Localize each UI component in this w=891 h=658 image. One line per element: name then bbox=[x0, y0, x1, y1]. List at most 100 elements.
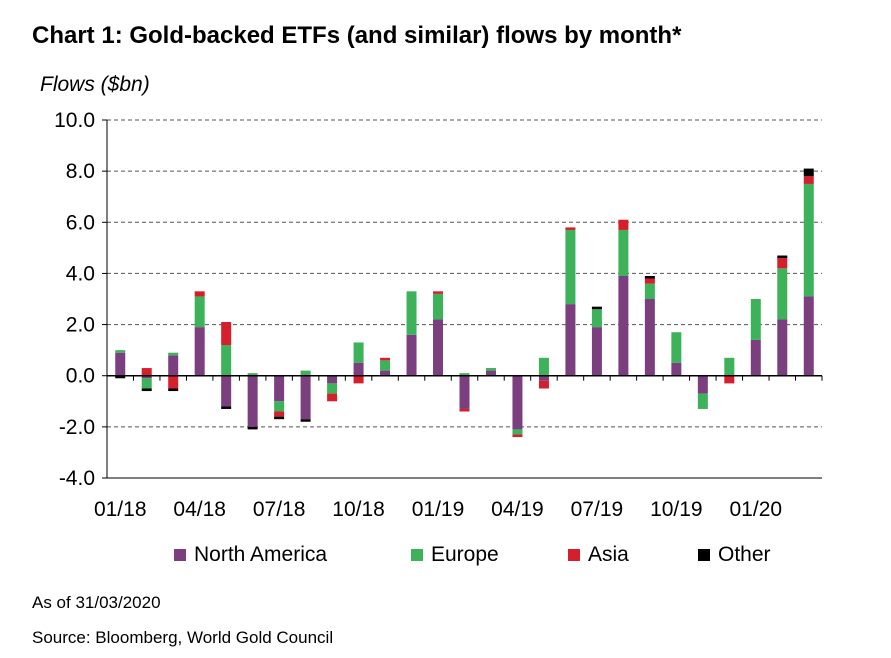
chart-title: Chart 1: Gold-backed ETFs (and similar) … bbox=[32, 22, 682, 49]
bar-europe bbox=[459, 373, 470, 376]
y-tick-label: 8.0 bbox=[66, 160, 95, 183]
bar-other bbox=[274, 416, 285, 420]
bar-north-america bbox=[618, 275, 629, 376]
bar-north-america bbox=[274, 375, 285, 402]
x-tick-label: 04/18 bbox=[173, 498, 226, 521]
legend-swatch-north-america bbox=[174, 549, 186, 561]
bar-asia bbox=[274, 411, 285, 417]
y-tick-label: -4.0 bbox=[59, 467, 95, 490]
bar-europe bbox=[485, 368, 496, 371]
bar-north-america bbox=[697, 375, 708, 394]
as-of-note: As of 31/03/2020 bbox=[32, 593, 161, 612]
bar-europe bbox=[274, 401, 285, 412]
bar-europe bbox=[724, 357, 735, 376]
bar-europe bbox=[512, 429, 523, 435]
bar-north-america bbox=[671, 362, 682, 376]
bar-north-america bbox=[777, 319, 788, 376]
chart-legend: North America Europe Asia Other bbox=[0, 543, 891, 571]
bar-north-america bbox=[485, 370, 496, 376]
bar-asia bbox=[221, 322, 232, 346]
bar-europe bbox=[803, 183, 814, 297]
y-tick-label: 2.0 bbox=[66, 314, 95, 337]
bar-europe bbox=[221, 345, 232, 376]
bar-other bbox=[777, 255, 788, 259]
x-tick-label: 01/19 bbox=[412, 498, 465, 521]
bar-europe bbox=[380, 360, 391, 371]
bar-other bbox=[803, 168, 814, 177]
bar-north-america bbox=[221, 375, 232, 407]
bar-north-america bbox=[591, 327, 602, 376]
bar-asia bbox=[380, 357, 391, 361]
bar-north-america bbox=[433, 319, 444, 376]
bar-north-america bbox=[750, 339, 761, 376]
bar-europe bbox=[750, 299, 761, 340]
bar-asia bbox=[618, 219, 629, 230]
bar-asia bbox=[538, 380, 549, 389]
bar-asia bbox=[194, 291, 205, 297]
legend-item-asia: Asia bbox=[568, 543, 629, 567]
x-tick-label: 01/20 bbox=[730, 498, 783, 521]
bar-asia bbox=[512, 434, 523, 438]
y-tick-label: -2.0 bbox=[59, 416, 95, 439]
bar-asia bbox=[724, 375, 735, 384]
bar-other bbox=[168, 388, 179, 392]
bar-other bbox=[115, 375, 126, 379]
bar-europe bbox=[538, 357, 549, 376]
bar-asia bbox=[644, 278, 655, 284]
bar-north-america bbox=[194, 327, 205, 376]
legend-label-other: Other bbox=[718, 543, 771, 566]
legend-swatch-asia bbox=[568, 549, 580, 561]
bar-asia bbox=[803, 176, 814, 184]
x-tick-label: 10/19 bbox=[650, 498, 703, 521]
bar-north-america bbox=[115, 352, 126, 376]
bar-north-america bbox=[538, 375, 549, 381]
bar-europe bbox=[300, 370, 311, 376]
bar-north-america bbox=[247, 375, 258, 427]
x-tick-label: 10/18 bbox=[332, 498, 385, 521]
bar-europe bbox=[697, 393, 708, 409]
y-tick-label: 4.0 bbox=[66, 262, 95, 285]
x-tick-label: 01/18 bbox=[94, 498, 147, 521]
bar-asia bbox=[459, 408, 470, 412]
bar-europe bbox=[591, 309, 602, 328]
bar-asia bbox=[168, 375, 179, 389]
bar-asia bbox=[777, 258, 788, 269]
bar-north-america bbox=[644, 299, 655, 376]
y-axis-label: Flows ($bn) bbox=[40, 73, 150, 96]
bar-asia bbox=[433, 291, 444, 294]
bar-north-america bbox=[141, 375, 152, 379]
legend-label-europe: Europe bbox=[431, 543, 499, 566]
bar-europe bbox=[327, 383, 338, 394]
bar-north-america bbox=[380, 370, 391, 376]
bar-north-america bbox=[459, 375, 470, 409]
bar-north-america bbox=[300, 375, 311, 420]
bar-europe bbox=[618, 229, 629, 276]
legend-swatch-europe bbox=[411, 549, 423, 561]
source-note: Source: Bloomberg, World Gold Council bbox=[32, 628, 334, 647]
y-tick-label: 10.0 bbox=[54, 109, 95, 132]
legend-swatch-other bbox=[698, 549, 710, 561]
bar-europe bbox=[777, 268, 788, 320]
bar-north-america bbox=[168, 355, 179, 376]
bar-other bbox=[591, 306, 602, 310]
bar-europe bbox=[433, 293, 444, 320]
bar-north-america bbox=[803, 296, 814, 376]
bar-europe bbox=[168, 352, 179, 356]
bar-europe bbox=[565, 229, 576, 305]
bar-europe bbox=[115, 350, 126, 353]
legend-item-north-america: North America bbox=[174, 543, 327, 567]
bar-europe bbox=[194, 296, 205, 328]
legend-item-other: Other bbox=[698, 543, 771, 567]
bar-europe bbox=[671, 332, 682, 363]
legend-label-north-america: North America bbox=[194, 543, 328, 566]
bar-asia bbox=[353, 375, 364, 384]
bar-asia bbox=[141, 368, 152, 376]
bar-asia bbox=[327, 393, 338, 402]
bar-north-america bbox=[565, 304, 576, 376]
x-tick-label: 07/19 bbox=[571, 498, 624, 521]
bar-other bbox=[247, 426, 258, 430]
bar-europe bbox=[644, 283, 655, 299]
legend-item-europe: Europe bbox=[411, 543, 499, 567]
x-tick-label: 04/19 bbox=[491, 498, 544, 521]
